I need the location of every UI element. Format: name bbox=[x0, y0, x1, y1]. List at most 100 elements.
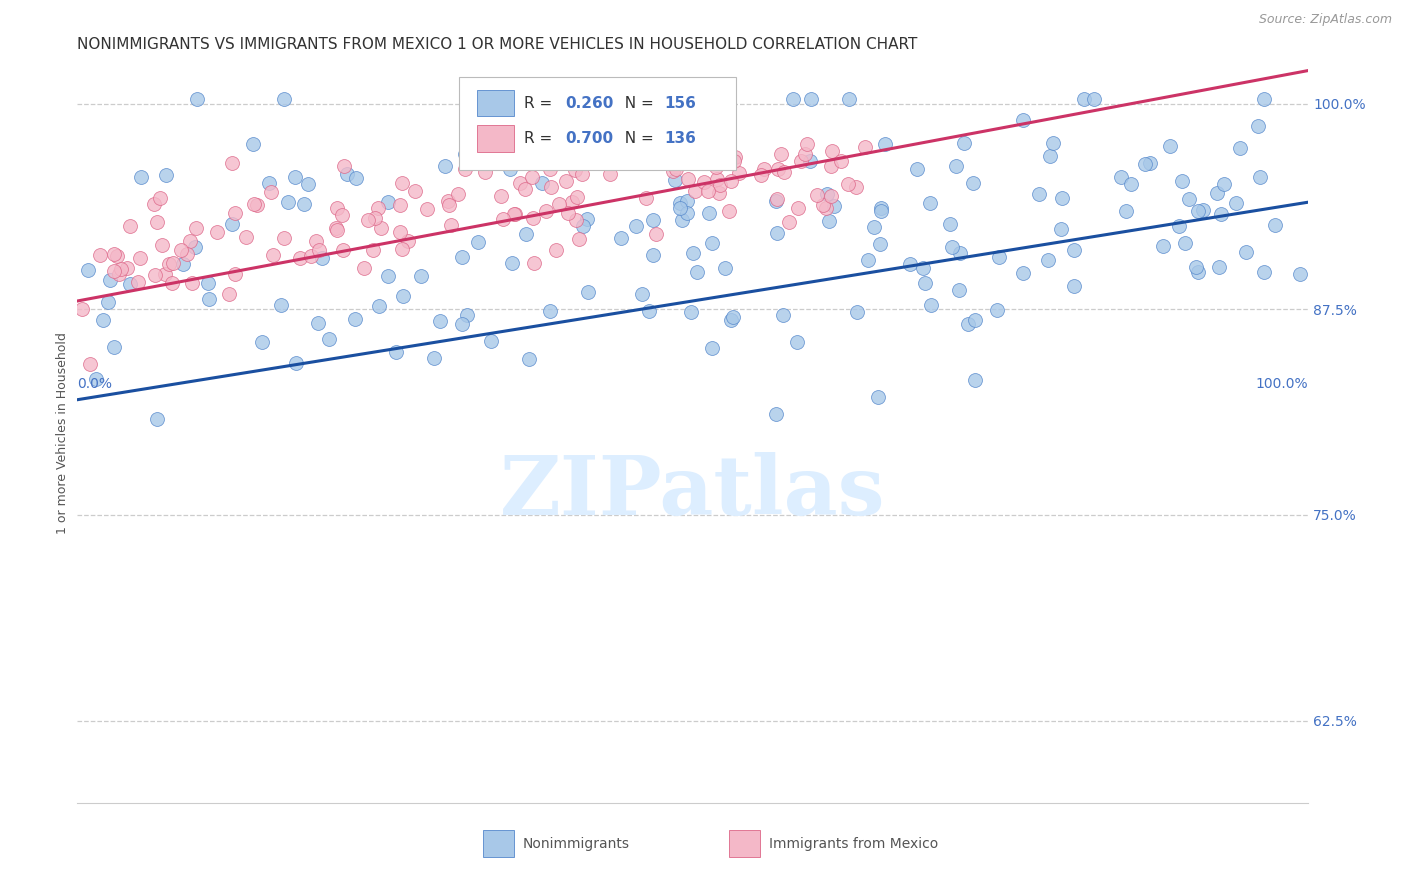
Point bbox=[706, 172, 728, 186]
Point bbox=[108, 267, 131, 281]
Point bbox=[160, 277, 183, 291]
Text: 100.0%: 100.0% bbox=[1256, 377, 1308, 391]
Point bbox=[150, 238, 173, 252]
Point bbox=[1187, 265, 1209, 279]
Point bbox=[662, 163, 685, 178]
Point bbox=[536, 146, 558, 161]
Point bbox=[583, 112, 606, 126]
Point bbox=[308, 243, 330, 257]
Point bbox=[127, 275, 149, 289]
Point bbox=[221, 217, 243, 231]
Text: 156: 156 bbox=[664, 95, 696, 111]
Point bbox=[326, 201, 349, 215]
Point bbox=[502, 149, 524, 163]
Point bbox=[821, 145, 844, 159]
Point bbox=[1247, 119, 1270, 133]
Point bbox=[700, 236, 723, 251]
Point bbox=[1133, 157, 1156, 171]
Point bbox=[550, 150, 572, 164]
Point bbox=[844, 179, 866, 194]
Point bbox=[235, 229, 257, 244]
Point bbox=[97, 294, 120, 309]
Point bbox=[107, 249, 129, 263]
Point bbox=[1012, 113, 1035, 128]
Point bbox=[815, 187, 838, 202]
Point bbox=[664, 173, 686, 187]
Point bbox=[571, 167, 593, 181]
Point bbox=[704, 117, 727, 131]
Point bbox=[707, 186, 730, 201]
Point bbox=[377, 194, 399, 209]
Point bbox=[837, 177, 859, 191]
Point bbox=[1253, 92, 1275, 106]
Point bbox=[557, 205, 579, 219]
Point bbox=[1083, 92, 1105, 106]
Point bbox=[70, 301, 93, 316]
Point bbox=[696, 184, 718, 198]
Point bbox=[523, 256, 546, 270]
Point bbox=[806, 187, 828, 202]
Point bbox=[1289, 267, 1312, 281]
Point bbox=[564, 163, 586, 178]
Point bbox=[357, 212, 380, 227]
Point bbox=[447, 186, 470, 201]
Point bbox=[665, 161, 688, 176]
Point bbox=[728, 166, 751, 180]
Point bbox=[91, 312, 114, 326]
Point bbox=[782, 92, 804, 106]
Point bbox=[262, 248, 284, 262]
Point bbox=[454, 147, 477, 161]
Point bbox=[437, 198, 460, 212]
Point bbox=[98, 273, 121, 287]
Point bbox=[326, 223, 349, 237]
Point bbox=[224, 268, 246, 282]
Point bbox=[416, 202, 439, 216]
Point bbox=[118, 277, 141, 292]
Point bbox=[820, 159, 842, 173]
FancyBboxPatch shape bbox=[458, 78, 735, 169]
Point bbox=[79, 357, 101, 371]
Point bbox=[343, 312, 366, 326]
Point bbox=[1209, 207, 1232, 221]
Point bbox=[986, 303, 1008, 318]
Point bbox=[153, 267, 176, 281]
Point bbox=[270, 298, 292, 312]
Point bbox=[318, 332, 340, 346]
Point bbox=[800, 92, 823, 106]
Point bbox=[1249, 169, 1271, 184]
Point bbox=[724, 149, 747, 163]
Text: 0.0%: 0.0% bbox=[77, 377, 112, 391]
Point bbox=[1050, 191, 1073, 205]
Point bbox=[793, 147, 815, 161]
Point bbox=[1234, 244, 1257, 259]
Text: ZIPatlas: ZIPatlas bbox=[499, 452, 886, 532]
Point bbox=[103, 340, 125, 354]
Point bbox=[285, 356, 308, 370]
Point bbox=[384, 345, 406, 359]
Point bbox=[815, 201, 838, 215]
Point bbox=[530, 176, 553, 190]
Text: Nonimmigrants: Nonimmigrants bbox=[523, 837, 630, 850]
Point bbox=[1159, 138, 1181, 153]
Point bbox=[259, 176, 281, 190]
Point bbox=[277, 195, 299, 210]
FancyBboxPatch shape bbox=[477, 126, 515, 152]
Point bbox=[561, 194, 583, 209]
Point bbox=[186, 92, 208, 106]
Point bbox=[796, 136, 818, 151]
Point bbox=[948, 283, 970, 297]
Point bbox=[474, 165, 496, 179]
Point bbox=[129, 170, 152, 185]
Point bbox=[242, 137, 264, 152]
Point bbox=[440, 218, 463, 232]
Point bbox=[682, 245, 704, 260]
Point bbox=[143, 268, 166, 283]
Point bbox=[1225, 196, 1247, 211]
Point bbox=[370, 220, 392, 235]
Point bbox=[643, 248, 665, 262]
Point bbox=[157, 257, 180, 271]
Point bbox=[367, 299, 389, 313]
Point bbox=[870, 203, 893, 218]
Point bbox=[501, 256, 523, 270]
Point bbox=[1152, 239, 1174, 253]
